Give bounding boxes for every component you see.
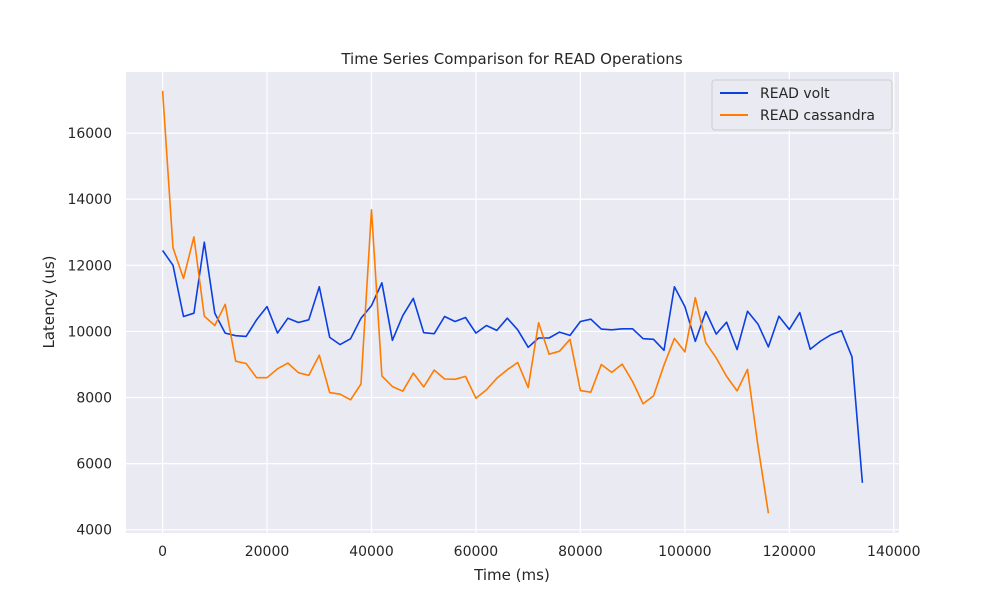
x-tick-label: 40000 <box>349 544 394 560</box>
y-tick-label: 6000 <box>76 457 112 473</box>
series-line-read-volt <box>161 241 864 483</box>
x-tick-label: 80000 <box>558 544 603 560</box>
x-tick-labels: 0 20000 40000 60000 80000 100000 120000 140000 <box>158 544 920 560</box>
y-tick-label: 16000 <box>67 126 112 142</box>
legend: READ volt READ cassandra <box>711 79 893 131</box>
series-line-read-cassandra <box>161 90 770 514</box>
legend-box <box>711 79 893 131</box>
y-tick-label: 8000 <box>76 391 112 407</box>
x-tick-label: 60000 <box>454 544 499 560</box>
y-tick-labels: 4000 6000 8000 10000 12000 14000 16000 <box>67 126 112 539</box>
x-tick-label: 20000 <box>245 544 290 560</box>
y-tick-label: 12000 <box>67 258 112 274</box>
x-axis-label: Time (ms) <box>473 566 550 584</box>
x-tick-label: 140000 <box>867 544 920 560</box>
y-tick-label: 4000 <box>76 523 112 539</box>
y-tick-label: 10000 <box>67 324 112 340</box>
x-tick-label: 0 <box>158 544 167 560</box>
x-tick-label: 100000 <box>658 544 711 560</box>
series-layer <box>161 90 864 514</box>
x-tick-label: 120000 <box>763 544 816 560</box>
grid-lines <box>126 72 899 533</box>
y-axis-label: Latency (us) <box>40 255 58 348</box>
legend-label-cassandra: READ cassandra <box>760 108 875 124</box>
legend-label-volt: READ volt <box>760 86 830 102</box>
plot-background <box>126 72 899 533</box>
y-tick-label: 14000 <box>67 192 112 208</box>
chart-title: Time Series Comparison for READ Operatio… <box>340 50 682 68</box>
